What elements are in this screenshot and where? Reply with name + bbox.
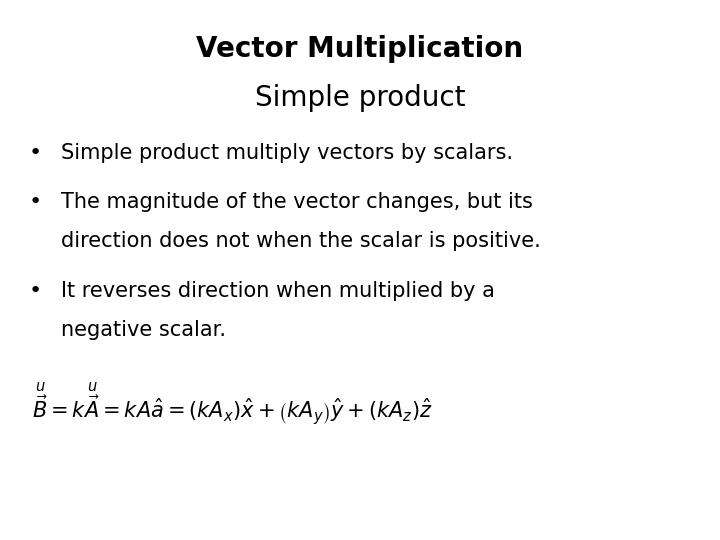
Text: •: • (29, 192, 42, 212)
Text: Simple product multiply vectors by scalars.: Simple product multiply vectors by scala… (61, 143, 513, 163)
Text: direction does not when the scalar is positive.: direction does not when the scalar is po… (61, 231, 541, 251)
Text: It reverses direction when multiplied by a: It reverses direction when multiplied by… (61, 281, 495, 301)
Text: •: • (29, 281, 42, 301)
Text: The magnitude of the vector changes, but its: The magnitude of the vector changes, but… (61, 192, 533, 212)
Text: Simple product: Simple product (255, 84, 465, 112)
Text: Vector Multiplication: Vector Multiplication (197, 35, 523, 63)
Text: $\overset{u}{\vec{B}} = k\overset{u}{\vec{A}} = kA\hat{a} = \left(kA_x\right)\ha: $\overset{u}{\vec{B}} = k\overset{u}{\ve… (32, 381, 433, 428)
Text: •: • (29, 143, 42, 163)
Text: negative scalar.: negative scalar. (61, 320, 226, 340)
